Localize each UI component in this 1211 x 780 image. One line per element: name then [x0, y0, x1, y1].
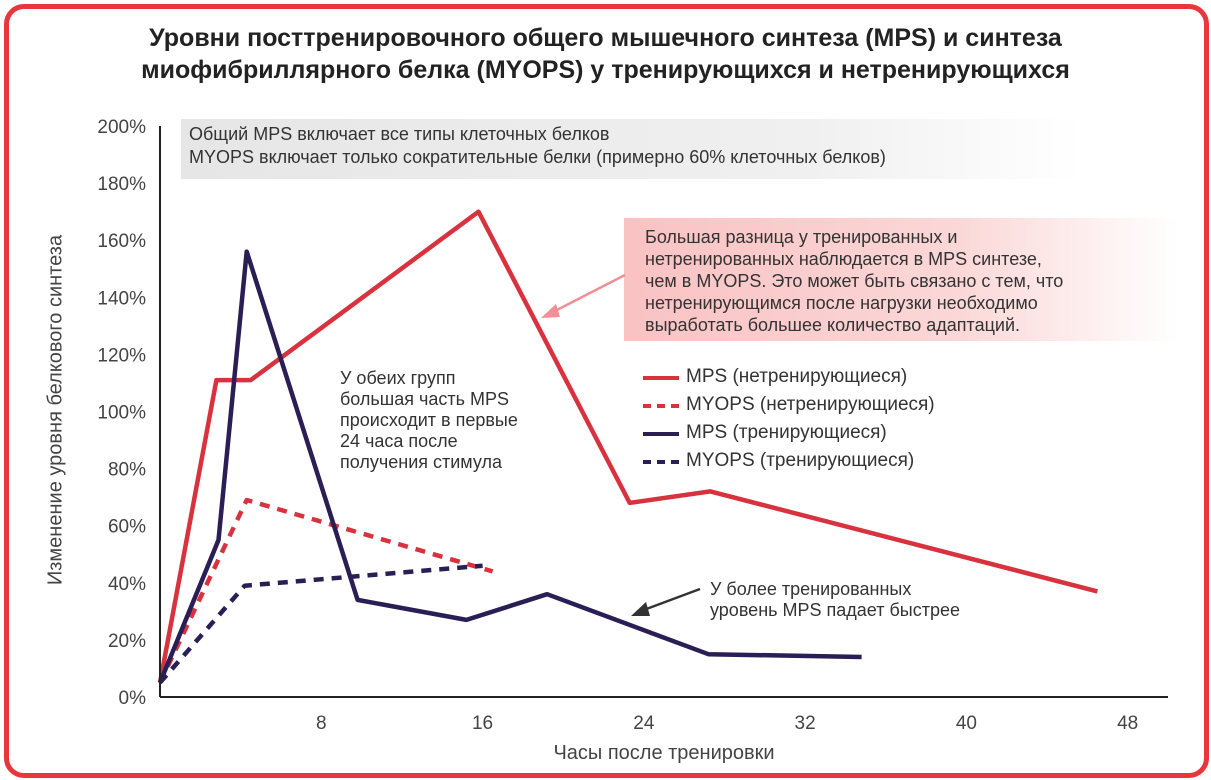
y-tick-label: 100%	[97, 403, 146, 424]
difference-note-line-4: нетренирующимся после нагрузки необходим…	[645, 293, 1038, 313]
middle-note-line-4: 24 часа после	[340, 431, 458, 451]
difference-note-line-3: чем в MYOPS. Это может быть связано с те…	[645, 271, 1064, 291]
annotation-arrow-dark	[640, 587, 701, 613]
difference-note-line-1: Большая разница у тренированных и	[645, 227, 958, 247]
x-tick-label: 40	[956, 713, 977, 734]
y-tick-label: 20%	[108, 631, 146, 652]
y-tick-label: 180%	[97, 174, 146, 195]
definition-note: Общий MPS включает все типы клеточных бе…	[181, 119, 1081, 179]
y-tick-label: 140%	[97, 288, 146, 309]
legend-label: MYOPS (тренирующиеся)	[686, 450, 915, 471]
difference-note-line-2: нетренированных наблюдается в MPS синтез…	[645, 249, 1042, 269]
annotation-arrowhead-pink	[541, 304, 560, 318]
bottom-note-line-1: У более тренированных	[710, 579, 912, 599]
y-tick-label: 200%	[97, 117, 146, 138]
myops-untrained-line	[157, 497, 494, 684]
chart-title-line-2: миофибриллярного белка (MYOPS) у трениру…	[141, 56, 1070, 84]
legend-label: MPS (тренирующиеся)	[686, 422, 887, 443]
x-tick-label: 8	[316, 713, 327, 734]
mps-trained-line	[157, 249, 862, 684]
legend-label: MPS (нетренирующиеся)	[686, 366, 908, 387]
legend-label: MYOPS (нетренирующиеся)	[686, 394, 935, 415]
x-tick-label: 16	[472, 713, 493, 734]
middle-note-line-2: большая часть MPS	[340, 389, 510, 409]
x-tick-label: 32	[795, 713, 816, 734]
definition-note-line-2: MYOPS включает только сократительные бел…	[189, 147, 886, 167]
chart-title-line-1: Уровни посттренировочного общего мышечно…	[149, 24, 1062, 52]
middle-note-line-5: получения стимула	[340, 452, 502, 472]
annotation-arrow-pink	[550, 273, 626, 315]
y-tick-label: 160%	[97, 231, 146, 252]
y-tick-label: 80%	[108, 460, 146, 481]
x-tick-label: 48	[1117, 713, 1138, 734]
difference-note-line-5: выработать большее количество адаптаций.	[645, 315, 1020, 335]
definition-note-line-1: Общий MPS включает все типы клеточных бе…	[189, 124, 610, 144]
x-axis-label: Часы после тренировки	[553, 742, 775, 764]
difference-note: Большая разница у тренированных и нетрен…	[624, 218, 1179, 341]
x-tick-label: 24	[633, 713, 655, 734]
y-tick-label: 0%	[119, 688, 147, 709]
y-tick-label: 120%	[97, 345, 146, 366]
y-tick-label: 60%	[108, 517, 146, 538]
annotation-arrowhead-dark	[631, 602, 650, 616]
middle-note-line-3: происходит в первые	[340, 410, 518, 430]
myops-trained-line	[158, 563, 483, 685]
mps-untrained-line	[157, 209, 1098, 684]
middle-note-line-1: У обеих групп	[340, 368, 456, 388]
y-tick-label: 40%	[108, 574, 146, 595]
y-axis-label: Изменение уровня белкового синтеза	[44, 234, 67, 586]
bottom-note-line-2: уровень MPS падает быстрее	[710, 600, 960, 620]
